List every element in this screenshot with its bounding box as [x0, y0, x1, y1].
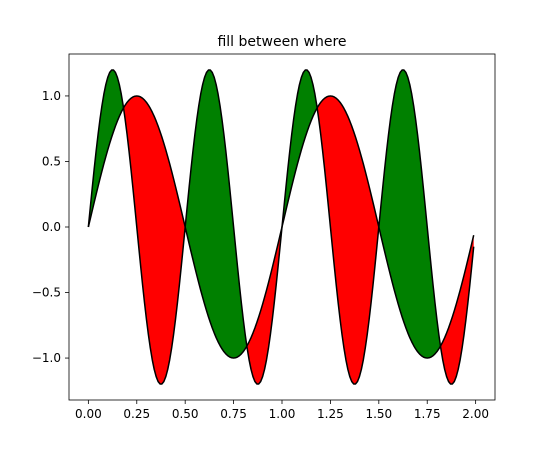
x-tick-label: 0.00 [75, 407, 102, 421]
series-lines [87, 69, 475, 385]
x-tick-label: 1.50 [365, 407, 392, 421]
x-tick-label: 1.00 [269, 407, 296, 421]
y-tick-label: 0.0 [42, 220, 61, 234]
fill-region-5 [317, 95, 379, 384]
x-tick-label: 1.75 [414, 407, 441, 421]
series-line-2 [87, 69, 475, 385]
x-tick-label: 2.00 [462, 407, 489, 421]
x-tick-label: 0.75 [220, 407, 247, 421]
x-tick-label: 0.50 [172, 407, 199, 421]
fill-region-2 [185, 70, 247, 359]
fill-region-1 [123, 95, 186, 384]
chart-title: fill between where [217, 34, 346, 50]
axes: 0.00 0.25 0.50 0.75 1.00 1.25 1.50 1.75 2.00 −1.0… [32, 53, 496, 421]
fill-region-6 [378, 70, 441, 359]
y-tick-label: −1.0 [32, 351, 61, 365]
x-tick-label: 1.25 [317, 407, 344, 421]
x-tick-label: 0.25 [123, 407, 150, 421]
y-tick-label: 1.0 [42, 89, 61, 103]
y-tick-label: 0.5 [42, 154, 61, 168]
y-tick-label: −0.5 [32, 286, 61, 300]
